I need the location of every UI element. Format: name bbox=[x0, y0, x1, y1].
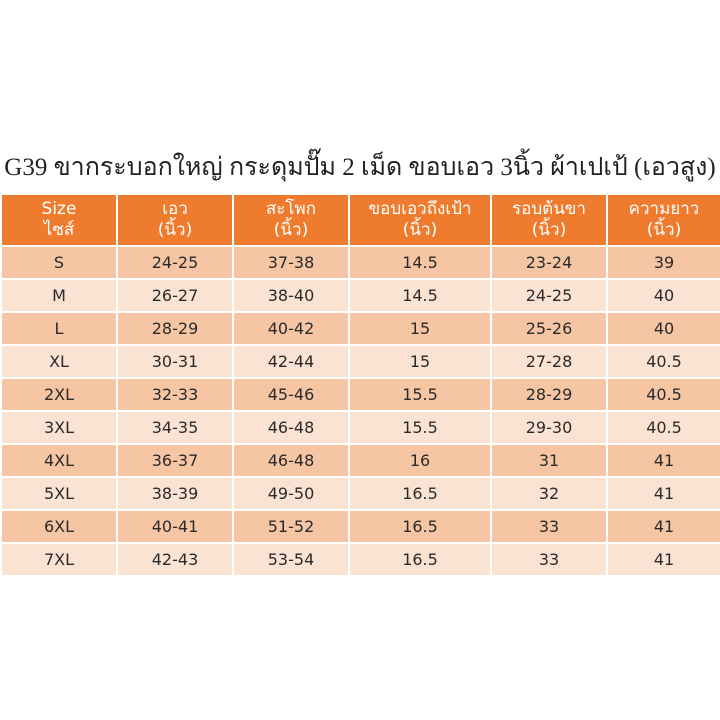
cell-thigh: 33 bbox=[492, 544, 606, 575]
cell-length: 40 bbox=[608, 313, 720, 344]
cell-thigh: 25-26 bbox=[492, 313, 606, 344]
table-row: XL 30-31 42-44 15 27-28 40.5 bbox=[2, 346, 720, 377]
cell-hip: 38-40 bbox=[234, 280, 348, 311]
cell-rise: 14.5 bbox=[350, 247, 490, 278]
cell-hip: 51-52 bbox=[234, 511, 348, 542]
cell-thigh: 32 bbox=[492, 478, 606, 509]
cell-rise: 16.5 bbox=[350, 511, 490, 542]
table-row: 4XL 36-37 46-48 16 31 41 bbox=[2, 445, 720, 476]
cell-length: 40.5 bbox=[608, 412, 720, 443]
cell-rise: 15 bbox=[350, 313, 490, 344]
header-rise: ขอบเอวถึงเป้า (นิ้ว) bbox=[350, 195, 490, 245]
cell-size: S bbox=[2, 247, 116, 278]
cell-length: 40 bbox=[608, 280, 720, 311]
header-size: Size ไซส์ bbox=[2, 195, 116, 245]
header-label: ขอบเอวถึงเป้า bbox=[368, 199, 472, 219]
product-title: G39 ขากระบอกใหญ่ กระดุมปั๊ม 2 เม็ด ขอบเอ… bbox=[4, 154, 716, 181]
cell-hip: 53-54 bbox=[234, 544, 348, 575]
cell-thigh: 27-28 bbox=[492, 346, 606, 377]
header-waist: เอว (นิ้ว) bbox=[118, 195, 232, 245]
cell-rise: 16 bbox=[350, 445, 490, 476]
cell-size: 5XL bbox=[2, 478, 116, 509]
cell-waist: 24-25 bbox=[118, 247, 232, 278]
cell-waist: 40-41 bbox=[118, 511, 232, 542]
header-label: ความยาว bbox=[628, 199, 700, 219]
header-label: เอว bbox=[162, 199, 188, 219]
table-row: 5XL 38-39 49-50 16.5 32 41 bbox=[2, 478, 720, 509]
cell-thigh: 23-24 bbox=[492, 247, 606, 278]
cell-waist: 32-33 bbox=[118, 379, 232, 410]
cell-waist: 28-29 bbox=[118, 313, 232, 344]
header-thigh: รอบต้นขา (นิ้ว) bbox=[492, 195, 606, 245]
cell-hip: 40-42 bbox=[234, 313, 348, 344]
header-sublabel: ไซส์ bbox=[43, 220, 75, 240]
cell-thigh: 33 bbox=[492, 511, 606, 542]
cell-length: 41 bbox=[608, 511, 720, 542]
cell-thigh: 28-29 bbox=[492, 379, 606, 410]
cell-waist: 36-37 bbox=[118, 445, 232, 476]
cell-hip: 37-38 bbox=[234, 247, 348, 278]
size-table: Size ไซส์ เอว (นิ้ว) สะโพก (นิ้ว) ขอบเอว… bbox=[0, 193, 720, 577]
cell-hip: 45-46 bbox=[234, 379, 348, 410]
cell-waist: 38-39 bbox=[118, 478, 232, 509]
cell-rise: 14.5 bbox=[350, 280, 490, 311]
header-sublabel: (นิ้ว) bbox=[531, 220, 567, 240]
cell-size: M bbox=[2, 280, 116, 311]
cell-waist: 26-27 bbox=[118, 280, 232, 311]
table-row: 3XL 34-35 46-48 15.5 29-30 40.5 bbox=[2, 412, 720, 443]
cell-size: XL bbox=[2, 346, 116, 377]
cell-rise: 15.5 bbox=[350, 379, 490, 410]
header-sublabel: (นิ้ว) bbox=[402, 220, 438, 240]
header-label: Size bbox=[41, 199, 77, 219]
cell-size: 7XL bbox=[2, 544, 116, 575]
cell-waist: 34-35 bbox=[118, 412, 232, 443]
cell-rise: 15.5 bbox=[350, 412, 490, 443]
cell-size: 2XL bbox=[2, 379, 116, 410]
cell-thigh: 24-25 bbox=[492, 280, 606, 311]
table-row: 2XL 32-33 45-46 15.5 28-29 40.5 bbox=[2, 379, 720, 410]
cell-length: 41 bbox=[608, 478, 720, 509]
table-row: M 26-27 38-40 14.5 24-25 40 bbox=[2, 280, 720, 311]
cell-thigh: 31 bbox=[492, 445, 606, 476]
header-label: สะโพก bbox=[265, 199, 317, 219]
cell-length: 41 bbox=[608, 544, 720, 575]
table-row: L 28-29 40-42 15 25-26 40 bbox=[2, 313, 720, 344]
cell-rise: 16.5 bbox=[350, 544, 490, 575]
cell-hip: 42-44 bbox=[234, 346, 348, 377]
cell-thigh: 29-30 bbox=[492, 412, 606, 443]
cell-hip: 46-48 bbox=[234, 412, 348, 443]
cell-size: L bbox=[2, 313, 116, 344]
table-row: 7XL 42-43 53-54 16.5 33 41 bbox=[2, 544, 720, 575]
table-row: 6XL 40-41 51-52 16.5 33 41 bbox=[2, 511, 720, 542]
cell-length: 40.5 bbox=[608, 379, 720, 410]
cell-size: 6XL bbox=[2, 511, 116, 542]
table-row: S 24-25 37-38 14.5 23-24 39 bbox=[2, 247, 720, 278]
header-sublabel: (นิ้ว) bbox=[646, 220, 682, 240]
cell-length: 39 bbox=[608, 247, 720, 278]
header-label: รอบต้นขา bbox=[512, 199, 586, 219]
header-sublabel: (นิ้ว) bbox=[273, 220, 309, 240]
cell-length: 40.5 bbox=[608, 346, 720, 377]
header-hip: สะโพก (นิ้ว) bbox=[234, 195, 348, 245]
cell-size: 3XL bbox=[2, 412, 116, 443]
cell-waist: 30-31 bbox=[118, 346, 232, 377]
table-header-row: Size ไซส์ เอว (นิ้ว) สะโพก (นิ้ว) ขอบเอว… bbox=[2, 195, 720, 245]
cell-size: 4XL bbox=[2, 445, 116, 476]
cell-rise: 16.5 bbox=[350, 478, 490, 509]
cell-length: 41 bbox=[608, 445, 720, 476]
cell-waist: 42-43 bbox=[118, 544, 232, 575]
header-sublabel: (นิ้ว) bbox=[157, 220, 193, 240]
cell-hip: 46-48 bbox=[234, 445, 348, 476]
cell-rise: 15 bbox=[350, 346, 490, 377]
header-length: ความยาว (นิ้ว) bbox=[608, 195, 720, 245]
cell-hip: 49-50 bbox=[234, 478, 348, 509]
